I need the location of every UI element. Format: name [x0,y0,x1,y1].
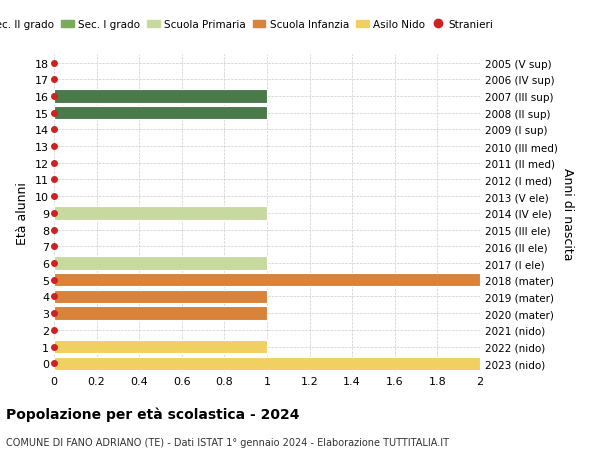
Bar [54,307,267,320]
Y-axis label: Anni di nascita: Anni di nascita [562,167,574,260]
Bar [54,207,267,220]
Bar [54,90,267,103]
Bar [54,107,267,120]
Text: Popolazione per età scolastica - 2024: Popolazione per età scolastica - 2024 [6,406,299,421]
Bar [54,340,267,353]
Text: COMUNE DI FANO ADRIANO (TE) - Dati ISTAT 1° gennaio 2024 - Elaborazione TUTTITAL: COMUNE DI FANO ADRIANO (TE) - Dati ISTAT… [6,437,449,447]
Bar [54,357,480,370]
Bar [54,274,480,287]
Bar [54,290,267,303]
Y-axis label: Età alunni: Età alunni [16,182,29,245]
Bar [54,257,267,270]
Legend: Sec. II grado, Sec. I grado, Scuola Primaria, Scuola Infanzia, Asilo Nido, Stran: Sec. II grado, Sec. I grado, Scuola Prim… [0,16,498,34]
